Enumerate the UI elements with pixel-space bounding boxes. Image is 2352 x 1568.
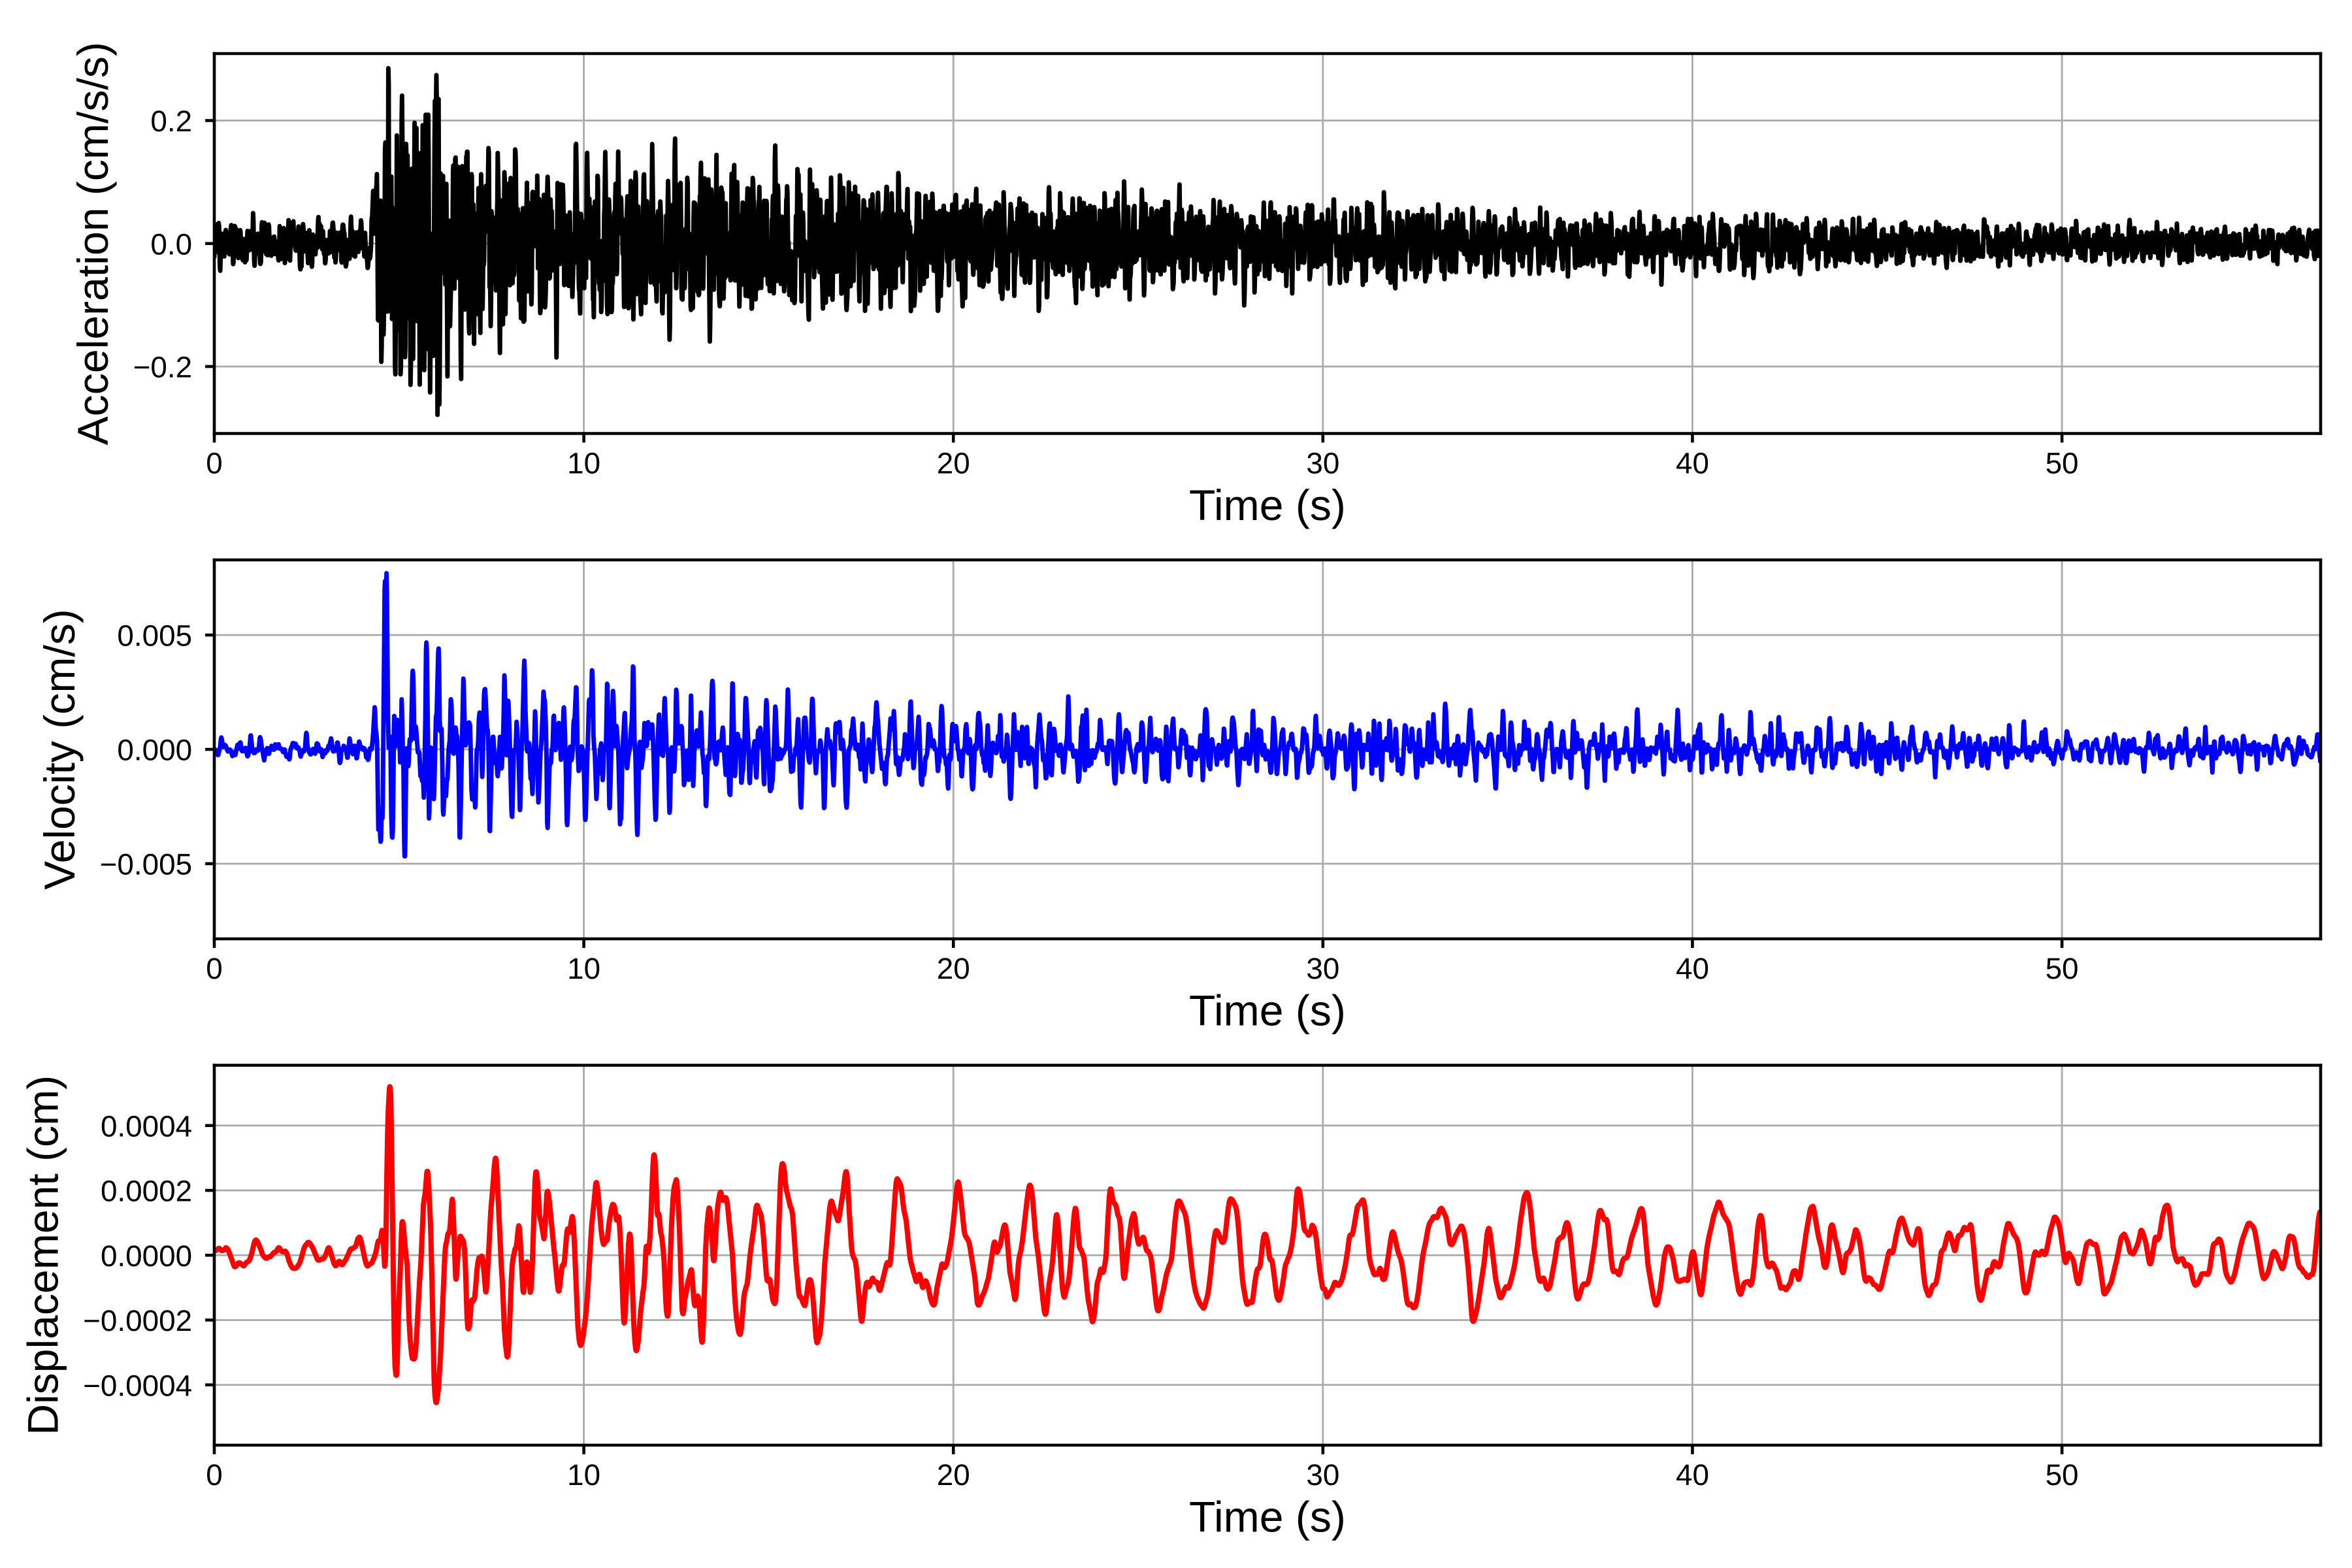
svg-text:Time (s): Time (s) — [1189, 482, 1346, 530]
svg-text:20: 20 — [937, 446, 970, 480]
svg-text:−0.005: −0.005 — [100, 848, 192, 881]
svg-text:40: 40 — [1676, 446, 1709, 480]
svg-text:20: 20 — [937, 952, 970, 985]
svg-text:40: 40 — [1676, 952, 1709, 985]
svg-text:50: 50 — [2046, 1458, 2079, 1492]
svg-text:0.0: 0.0 — [150, 227, 192, 261]
svg-text:Velocity (cm/s): Velocity (cm/s) — [36, 609, 84, 890]
svg-text:Time (s): Time (s) — [1189, 1493, 1346, 1541]
svg-text:0.0000: 0.0000 — [101, 1239, 192, 1273]
svg-text:40: 40 — [1676, 1458, 1709, 1492]
svg-text:−0.0004: −0.0004 — [83, 1369, 192, 1402]
svg-text:30: 30 — [1306, 952, 1339, 985]
svg-text:50: 50 — [2046, 952, 2079, 985]
svg-text:10: 10 — [567, 952, 600, 985]
svg-text:0.0002: 0.0002 — [101, 1175, 192, 1208]
svg-text:0.000: 0.000 — [117, 734, 192, 767]
svg-text:Acceleration (cm/s/s): Acceleration (cm/s/s) — [69, 42, 118, 445]
svg-text:−0.2: −0.2 — [133, 351, 192, 384]
svg-text:30: 30 — [1306, 1458, 1339, 1492]
svg-text:−0.0002: −0.0002 — [83, 1304, 192, 1337]
svg-text:0.005: 0.005 — [117, 619, 192, 653]
svg-text:0.0004: 0.0004 — [101, 1109, 192, 1143]
svg-text:50: 50 — [2046, 446, 2079, 480]
svg-text:0: 0 — [206, 446, 223, 480]
svg-text:Time (s): Time (s) — [1189, 987, 1346, 1035]
svg-text:0.2: 0.2 — [150, 105, 192, 138]
svg-text:0: 0 — [206, 1458, 223, 1492]
svg-text:30: 30 — [1306, 446, 1339, 480]
svg-text:10: 10 — [567, 1458, 600, 1492]
svg-text:20: 20 — [937, 1458, 970, 1492]
svg-text:0: 0 — [206, 952, 223, 985]
svg-text:10: 10 — [567, 446, 600, 480]
svg-text:Displacement (cm): Displacement (cm) — [19, 1075, 67, 1435]
